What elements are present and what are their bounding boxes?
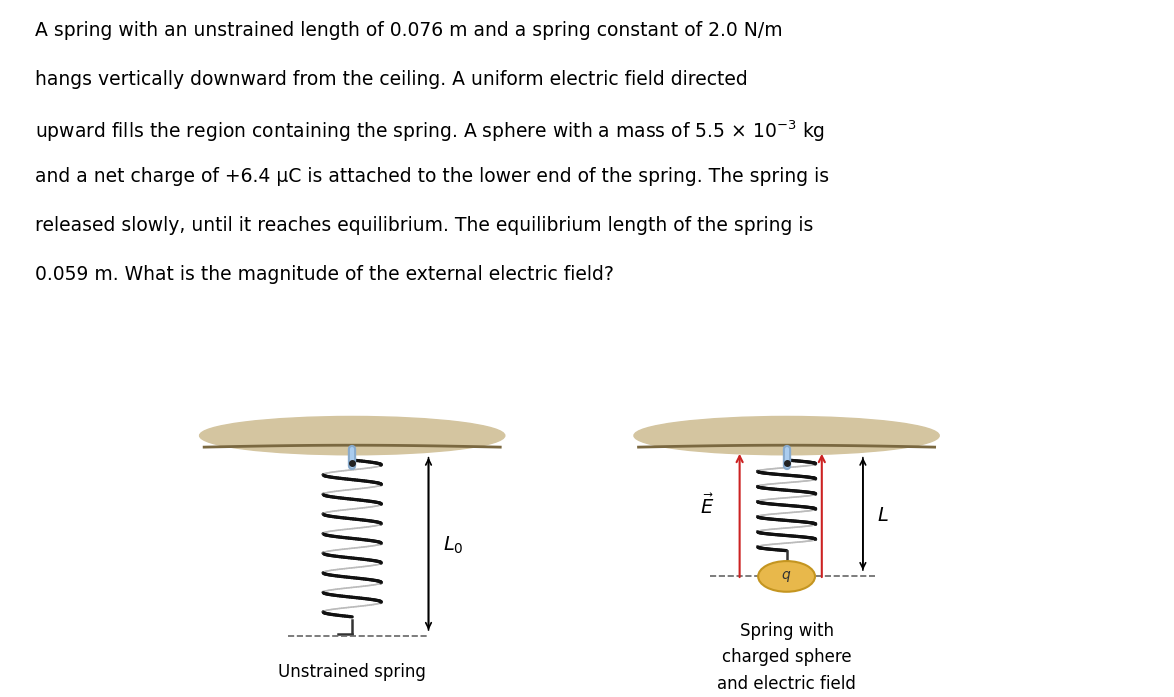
Ellipse shape: [200, 416, 505, 454]
Ellipse shape: [634, 416, 939, 454]
Text: $L_0$: $L_0$: [443, 535, 464, 556]
Text: $L$: $L$: [877, 506, 889, 525]
Text: Unstrained spring: Unstrained spring: [278, 663, 426, 681]
Text: released slowly, until it reaches equilibrium. The equilibrium length of the spr: released slowly, until it reaches equili…: [35, 216, 814, 235]
Text: 0.059 m. What is the magnitude of the external electric field?: 0.059 m. What is the magnitude of the ex…: [35, 265, 614, 284]
Text: $\vec{E}$: $\vec{E}$: [700, 494, 714, 518]
Text: and a net charge of +6.4 μC is attached to the lower end of the spring. The spri: and a net charge of +6.4 μC is attached …: [35, 167, 829, 186]
Ellipse shape: [758, 561, 815, 592]
Text: Spring with
charged sphere
and electric field: Spring with charged sphere and electric …: [717, 622, 856, 693]
Text: A spring with an unstrained length of 0.076 m and a spring constant of 2.0 N/m: A spring with an unstrained length of 0.…: [35, 21, 783, 40]
Text: hangs vertically downward from the ceiling. A uniform electric field directed: hangs vertically downward from the ceili…: [35, 70, 748, 89]
Text: upward fills the region containing the spring. A sphere with a mass of 5.5 × 10$: upward fills the region containing the s…: [35, 118, 825, 144]
Text: $q$: $q$: [782, 569, 791, 584]
